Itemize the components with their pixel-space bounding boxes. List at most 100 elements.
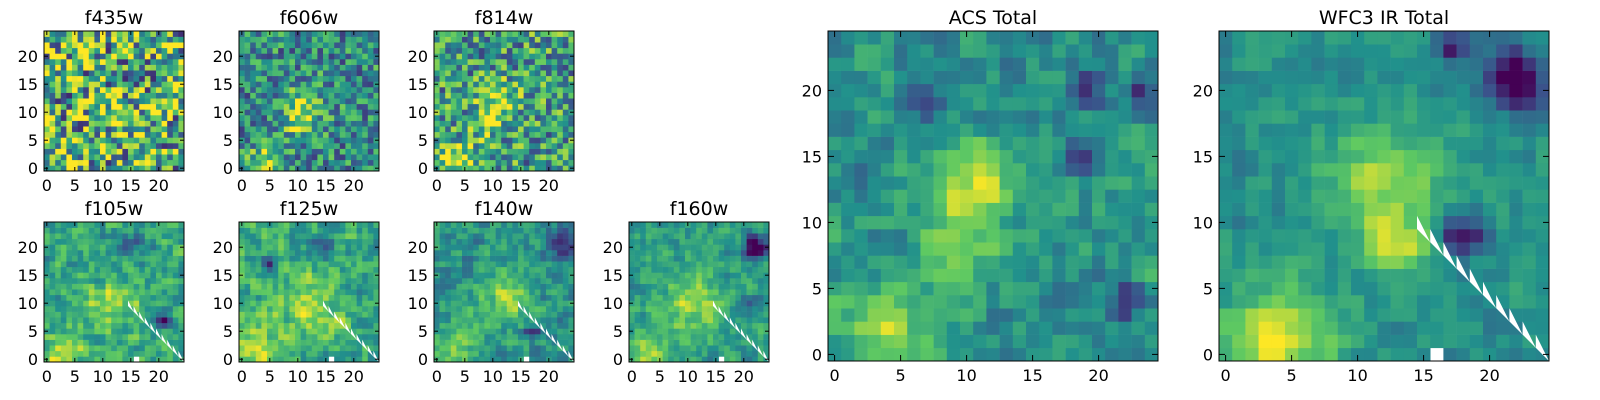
- heatmap-cell: [239, 334, 245, 340]
- heatmap-cell: [640, 289, 647, 296]
- heatmap-cell: [323, 283, 329, 290]
- heatmap-cell: [557, 266, 564, 273]
- heatmap-cell: [72, 261, 78, 268]
- heatmap-cell: [55, 238, 62, 245]
- heatmap-cell: [255, 98, 262, 105]
- heatmap-cell: [83, 283, 90, 290]
- heatmap-cell: [456, 350, 463, 357]
- heatmap-cell: [662, 238, 669, 245]
- heatmap-cell: [696, 255, 703, 262]
- heatmap-cell: [250, 47, 257, 54]
- heatmap-cell: [323, 87, 329, 93]
- heatmap-cell: [763, 339, 770, 346]
- heatmap-cell: [828, 189, 842, 203]
- heatmap-cell: [116, 244, 123, 251]
- y-tick-label: 20: [408, 47, 428, 66]
- heatmap-cell: [49, 165, 56, 172]
- heatmap-cell: [467, 81, 474, 88]
- heatmap-cell: [150, 272, 157, 279]
- heatmap-cell: [568, 31, 575, 37]
- heatmap-cell: [713, 300, 719, 307]
- heatmap-cell: [328, 109, 335, 116]
- heatmap-cell: [523, 148, 530, 155]
- heatmap-cell: [289, 266, 296, 273]
- heatmap-cell: [339, 81, 346, 88]
- heatmap-cell: [111, 137, 118, 144]
- heatmap-cell: [44, 306, 50, 312]
- heatmap-cell: [334, 154, 341, 161]
- heatmap-cell: [473, 334, 480, 340]
- heatmap-cell: [484, 278, 491, 284]
- heatmap-cell: [735, 278, 742, 284]
- heatmap-cell: [72, 227, 78, 234]
- heatmap-cell: [244, 53, 251, 60]
- heatmap-cell: [367, 131, 374, 138]
- heatmap-cell: [367, 109, 374, 116]
- heatmap-cell: [735, 283, 742, 290]
- heatmap-cell: [434, 289, 440, 296]
- heatmap-cell: [462, 322, 468, 329]
- heatmap-cell: [44, 59, 50, 65]
- heatmap-cell: [568, 131, 575, 138]
- heatmap-cell: [161, 53, 168, 60]
- heatmap-cell: [629, 289, 635, 296]
- heatmap-cell: [306, 328, 313, 335]
- heatmap-cell: [311, 350, 318, 357]
- heatmap-cell: [60, 334, 67, 340]
- heatmap-cell: [133, 283, 140, 290]
- heatmap-cell: [685, 317, 691, 324]
- heatmap-cell: [506, 339, 513, 346]
- heatmap-cell: [946, 242, 961, 256]
- heatmap-cell: [116, 148, 123, 155]
- heatmap-cell: [323, 294, 329, 301]
- heatmap-cell: [156, 283, 162, 290]
- heatmap-cell: [651, 356, 658, 363]
- heatmap-cell: [88, 109, 95, 116]
- heatmap-cell: [128, 272, 134, 279]
- heatmap-cell: [529, 306, 536, 312]
- heatmap-cell: [60, 64, 67, 71]
- heatmap-cell: [757, 244, 764, 251]
- heatmap-cell: [746, 255, 753, 262]
- heatmap-cell: [986, 176, 1000, 190]
- heatmap-cell: [729, 255, 736, 262]
- heatmap-cell: [66, 244, 73, 251]
- heatmap-cell: [334, 98, 341, 105]
- heatmap-cell: [450, 64, 457, 71]
- heatmap-cell: [105, 294, 112, 301]
- heatmap-cell: [757, 227, 764, 234]
- heatmap-cell: [178, 59, 185, 65]
- heatmap-cell: [546, 143, 552, 149]
- heatmap-cell: [334, 36, 341, 43]
- heatmap-cell: [317, 59, 324, 65]
- heatmap-cell: [339, 345, 346, 352]
- heatmap-cell: [462, 42, 468, 49]
- heatmap-cell: [55, 120, 62, 127]
- heatmap-cell: [894, 202, 908, 217]
- heatmap-cell: [255, 322, 262, 329]
- heatmap-cell: [1118, 229, 1132, 243]
- heatmap-cell: [60, 250, 67, 256]
- heatmap-cell: [156, 317, 162, 324]
- heatmap-cell: [156, 42, 162, 49]
- heatmap-cell: [345, 261, 352, 268]
- heatmap-cell: [334, 261, 341, 268]
- heatmap-cell: [473, 75, 480, 82]
- heatmap-cell: [462, 250, 468, 256]
- heatmap-cell: [557, 42, 564, 49]
- heatmap-cell: [356, 87, 363, 93]
- heatmap-cell: [144, 289, 151, 296]
- heatmap-cell: [467, 103, 474, 110]
- y-tick-label: 10: [408, 103, 428, 122]
- heatmap-cell: [128, 126, 134, 133]
- heatmap-cell: [94, 289, 101, 296]
- heatmap-cell: [645, 300, 652, 307]
- heatmap-cell: [49, 98, 56, 105]
- heatmap-cell: [116, 317, 123, 324]
- heatmap-cell: [640, 278, 647, 284]
- heatmap-cell: [478, 70, 485, 77]
- heatmap-cell: [529, 255, 536, 262]
- heatmap-cell: [72, 289, 78, 296]
- heatmap-cell: [651, 300, 658, 307]
- heatmap-cell: [529, 233, 536, 240]
